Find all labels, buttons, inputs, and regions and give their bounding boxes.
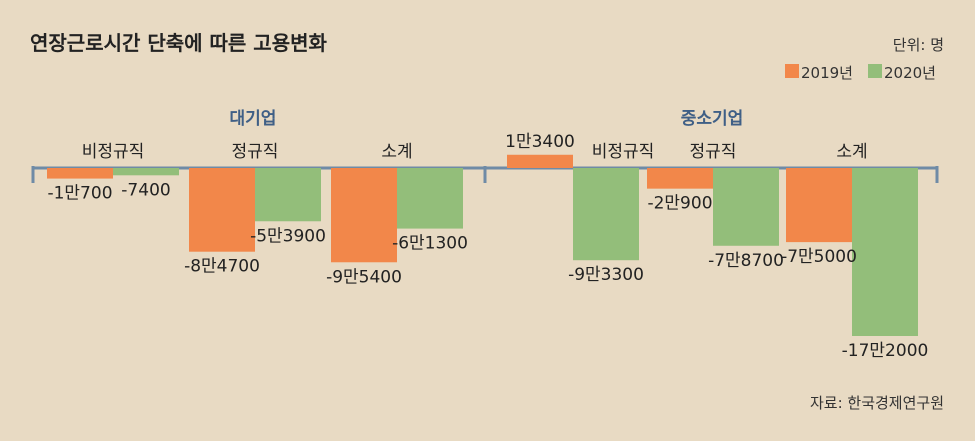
- legend-label-2020: 2020년: [884, 64, 936, 82]
- value-label: -9만5400: [326, 267, 402, 287]
- value-label: -7만5000: [781, 247, 857, 267]
- category-label: 정규직: [690, 142, 737, 162]
- bar-large-0-2019년: [47, 168, 113, 179]
- bar-sme-0-2019년: [507, 154, 573, 168]
- value-label: -1만700: [47, 184, 112, 204]
- value-labels: -1만700 -7400 -8만4700 -5만3900 -9만5400 -6만1300 1…: [47, 132, 928, 361]
- chart-title: 연장근로시간 단축에 따른 고용변화: [30, 31, 327, 55]
- bar-large-1-2019년: [189, 168, 255, 252]
- bar-sme-1-2020년: [713, 168, 779, 246]
- value-label: -9만3300: [568, 265, 644, 285]
- value-label: -8만4700: [184, 257, 260, 277]
- bar-sme-0-2020년: [573, 168, 639, 261]
- group-label-sme: 중소기업: [681, 109, 744, 129]
- value-label: -5만3900: [250, 226, 326, 246]
- category-label: 비정규직: [82, 142, 145, 162]
- value-label: 1만3400: [505, 132, 575, 152]
- source-label: 자료: 한국경제연구원: [810, 394, 944, 412]
- unit-label: 단위: 명: [893, 36, 944, 54]
- bar-large-0-2020년: [113, 168, 179, 176]
- legend: 2019년 2020년: [785, 64, 936, 82]
- value-label: -2만900: [647, 194, 712, 214]
- bars: [47, 154, 918, 336]
- bar-large-2-2019년: [331, 168, 397, 263]
- category-labels: 비정규직 정규직 소계 비정규직 정규직 소계: [82, 142, 868, 162]
- category-label: 정규직: [232, 142, 279, 162]
- category-label: 비정규직: [592, 142, 655, 162]
- bar-sme-1-2019년: [647, 168, 713, 189]
- category-label: 소계: [836, 142, 867, 162]
- legend-swatch-2019: [785, 64, 799, 78]
- bar-sme-2-2020년: [852, 168, 918, 336]
- legend-label-2019: 2019년: [801, 64, 853, 82]
- group-label-large: 대기업: [230, 109, 277, 129]
- value-label: -17만2000: [842, 341, 929, 361]
- value-label: -7400: [121, 180, 170, 200]
- legend-swatch-2020: [868, 64, 882, 78]
- bar-large-2-2020년: [397, 168, 463, 229]
- value-label: -7만8700: [708, 251, 784, 271]
- category-label: 소계: [381, 142, 412, 162]
- bar-sme-2-2019년: [786, 168, 852, 243]
- value-label: -6만1300: [392, 234, 468, 254]
- bar-large-1-2020년: [255, 168, 321, 222]
